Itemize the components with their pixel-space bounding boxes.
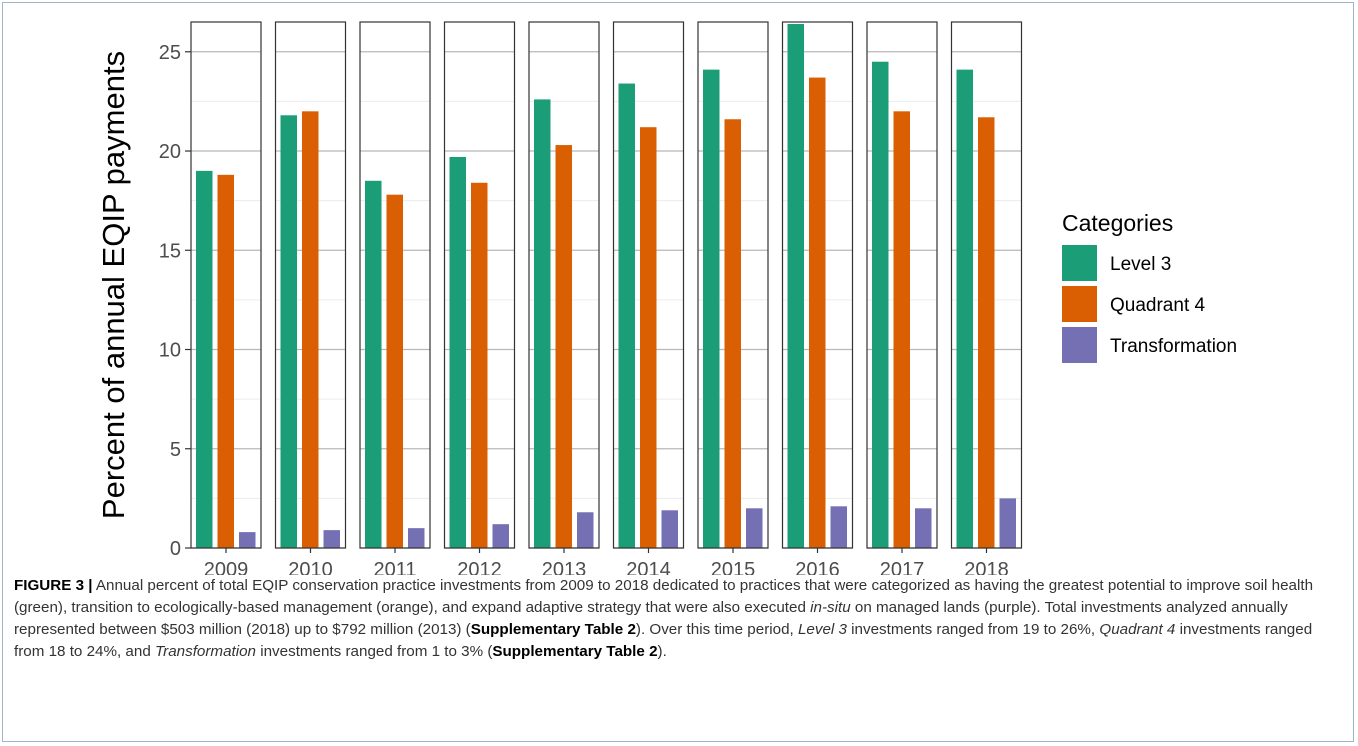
bar-level-3-2009: [196, 170, 213, 548]
caption-in-situ: in-situ: [810, 599, 851, 616]
bar-level-3-2011: [365, 180, 382, 548]
x-tick-label-2014: 2014: [626, 559, 671, 575]
legend-label-transformation: Transformation: [1110, 336, 1237, 357]
bar-transformation-2009: [239, 532, 256, 548]
bar-transformation-2016: [830, 506, 847, 548]
caption-supplementary-link-2[interactable]: Supplementary Table 2: [492, 643, 658, 660]
x-tick-label-2017: 2017: [880, 559, 925, 575]
bar-level-3-2013: [534, 99, 551, 549]
caption-level3: Level 3: [797, 621, 847, 638]
caption-label: FIGURE 3 |: [14, 577, 93, 594]
caption-transformation: Transformation: [155, 643, 257, 660]
bar-level-3-2016: [787, 23, 804, 548]
legend-key-level-3: [1062, 245, 1097, 281]
caption-text-3: ). Over this time period,: [635, 621, 798, 638]
bar-transformation-2013: [577, 512, 594, 548]
y-tick-label: 25: [159, 42, 181, 64]
legend-title: Categories: [1062, 210, 1173, 236]
x-tick-label-2013: 2013: [542, 559, 587, 575]
y-tick-label: 15: [159, 240, 181, 262]
x-tick-label-2018: 2018: [964, 559, 1009, 575]
y-tick-label: 20: [159, 141, 181, 163]
bar-quadrant-4-2009: [217, 174, 234, 548]
caption-quadrant4: Quadrant 4: [1099, 621, 1176, 638]
bar-quadrant-4-2015: [724, 119, 741, 548]
y-axis-label: Percent of annual EQIP payments: [96, 51, 131, 519]
bar-chart: 2009 2010 2011 2012 2013 2014 2015 2016 2017 2018…: [96, 21, 1237, 575]
caption-text-2: on managed lands (purple). Total investm…: [14, 599, 1288, 638]
bar-quadrant-4-2016: [809, 77, 826, 548]
bar-transformation-2015: [746, 508, 763, 548]
caption-text-7: ).: [657, 643, 667, 660]
legend-key-transformation: [1062, 327, 1097, 363]
legend-label-level-3: Level 3: [1110, 254, 1171, 275]
y-tick-label: 5: [170, 439, 181, 461]
bar-transformation-2018: [999, 498, 1016, 548]
bar-quadrant-4-2017: [893, 111, 910, 549]
bar-quadrant-4-2011: [386, 194, 403, 548]
bar-level-3-2017: [872, 61, 889, 548]
bar-quadrant-4-2013: [555, 145, 572, 548]
bar-level-3-2014: [618, 83, 635, 548]
bar-quadrant-4-2014: [640, 127, 657, 548]
legend-key-quadrant-4: [1062, 286, 1097, 322]
y-tick-label: 0: [170, 538, 181, 560]
x-tick-label-2011: 2011: [373, 559, 416, 575]
figure-caption: FIGURE 3 | Annual percent of total EQIP …: [14, 575, 1334, 663]
bar-level-3-2012: [449, 156, 466, 549]
caption-text-5: investments ranged from 18 to 24%, and: [14, 621, 1313, 660]
x-tick-label-2012: 2012: [457, 559, 502, 575]
x-tick-label-2009: 2009: [204, 559, 249, 575]
bar-transformation-2017: [915, 508, 932, 548]
caption-text-4: investments ranged from 19 to 26%,: [846, 621, 1100, 638]
bar-level-3-2010: [280, 115, 297, 549]
bar-quadrant-4-2012: [471, 182, 488, 549]
legend-label-quadrant-4: Quadrant 4: [1110, 295, 1205, 316]
bar-transformation-2010: [323, 530, 340, 548]
y-tick-label: 10: [159, 340, 181, 362]
x-tick-label-2010: 2010: [288, 559, 333, 575]
bar-level-3-2015: [703, 69, 720, 549]
bar-transformation-2012: [492, 524, 509, 548]
bar-quadrant-4-2018: [978, 117, 995, 548]
bar-transformation-2014: [661, 510, 678, 548]
caption-text-1: Annual percent of total EQIP conservatio…: [14, 577, 1314, 616]
bar-quadrant-4-2010: [302, 111, 319, 549]
bar-transformation-2011: [408, 528, 425, 548]
caption-text-6: investments ranged from 1 to 3% (: [256, 643, 493, 660]
bar-level-3-2018: [956, 69, 973, 549]
caption-supplementary-link-1[interactable]: Supplementary Table 2: [470, 621, 636, 638]
x-tick-label-2015: 2015: [711, 559, 756, 575]
x-tick-label-2016: 2016: [795, 559, 840, 575]
